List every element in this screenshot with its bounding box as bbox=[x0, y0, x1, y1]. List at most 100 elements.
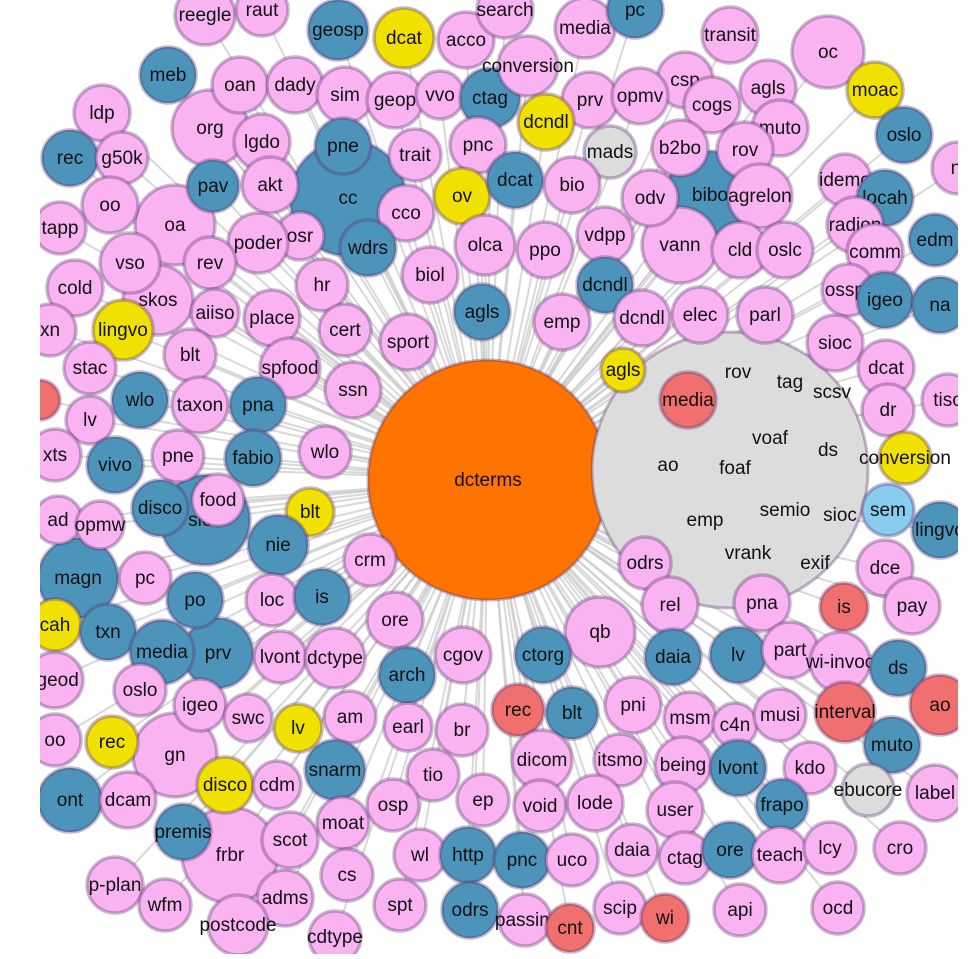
node bbox=[306, 0, 370, 62]
node-label: media bbox=[662, 390, 714, 411]
node-label: cogs bbox=[692, 95, 732, 116]
node bbox=[440, 880, 500, 940]
node bbox=[260, 810, 320, 870]
node bbox=[575, 255, 635, 315]
node-label: skos bbox=[138, 290, 177, 311]
node-label: vdpp bbox=[584, 225, 625, 246]
node bbox=[91, 298, 155, 362]
node-label: dcterms bbox=[454, 470, 522, 491]
node-label: txn bbox=[95, 622, 120, 643]
node-label: trait bbox=[399, 145, 431, 166]
node bbox=[790, 14, 866, 90]
node-label: cert bbox=[329, 320, 361, 341]
node-label: osp bbox=[378, 795, 409, 816]
node bbox=[72, 83, 132, 143]
node-label: blt bbox=[562, 703, 583, 724]
node-label: c4n bbox=[720, 715, 751, 736]
node bbox=[782, 740, 838, 796]
node bbox=[862, 715, 922, 775]
node bbox=[78, 602, 138, 662]
node-label: loc bbox=[260, 590, 284, 611]
node-label: interval bbox=[814, 702, 875, 723]
node-label: ebucore bbox=[834, 780, 903, 801]
node-label: meb bbox=[150, 65, 187, 86]
node-label: fabio bbox=[232, 448, 273, 469]
node bbox=[226, 211, 290, 275]
node bbox=[40, 302, 78, 358]
node bbox=[544, 832, 600, 888]
node-label: frapo bbox=[760, 795, 803, 816]
node-label: lv bbox=[291, 718, 305, 739]
node-label: rev bbox=[197, 253, 224, 274]
node bbox=[810, 880, 866, 936]
node-label: sem bbox=[870, 500, 906, 521]
node bbox=[872, 820, 928, 876]
node-label: wlo bbox=[125, 390, 155, 411]
node bbox=[603, 675, 663, 735]
node-label: oo bbox=[44, 730, 65, 751]
node bbox=[387, 127, 443, 183]
node-label: idemo bbox=[819, 170, 871, 191]
node-label: media bbox=[136, 642, 188, 663]
node-label: daia bbox=[655, 647, 691, 668]
node bbox=[755, 220, 815, 280]
node-label: dady bbox=[274, 75, 316, 96]
node bbox=[292, 567, 352, 627]
node bbox=[905, 763, 958, 823]
node-label: agls bbox=[751, 78, 786, 99]
node-label: muto bbox=[759, 118, 801, 139]
node bbox=[307, 909, 363, 954]
node bbox=[610, 66, 670, 126]
node-label: dr bbox=[880, 400, 898, 421]
node-label: igeo bbox=[182, 695, 218, 716]
node bbox=[138, 45, 198, 105]
node bbox=[251, 759, 303, 811]
node-label: ctorg bbox=[522, 645, 564, 666]
node-label: hr bbox=[314, 275, 332, 296]
node-label: sim bbox=[330, 85, 360, 106]
node-label: void bbox=[523, 796, 558, 817]
node-label: ctag bbox=[472, 88, 508, 109]
node bbox=[223, 428, 283, 488]
node bbox=[868, 638, 928, 698]
node-label: wi bbox=[655, 908, 674, 929]
node-label: oslo bbox=[887, 125, 922, 146]
node-label: wdrs bbox=[347, 238, 388, 259]
node-label: emp bbox=[544, 312, 581, 333]
node-label: ni bbox=[951, 158, 966, 179]
node-label: ov bbox=[452, 186, 473, 207]
node-label: edm bbox=[917, 230, 954, 251]
node-label: qb bbox=[589, 622, 610, 643]
node-label: search bbox=[476, 0, 533, 21]
node bbox=[475, 0, 535, 40]
node bbox=[400, 245, 460, 305]
node-label: oslc bbox=[768, 240, 802, 261]
node-label: ont bbox=[57, 790, 84, 811]
node-label: teach bbox=[757, 845, 803, 866]
node-label: sport bbox=[387, 332, 430, 353]
node-label: vivo bbox=[98, 455, 132, 476]
node-label: scsv bbox=[813, 382, 852, 403]
node bbox=[735, 285, 795, 345]
node bbox=[117, 550, 173, 606]
node bbox=[532, 292, 592, 352]
node-label: ppo bbox=[529, 240, 561, 261]
node-label: conversion bbox=[859, 448, 951, 469]
node-label: oo bbox=[99, 195, 120, 216]
node bbox=[930, 140, 958, 196]
node-label: premis bbox=[154, 822, 211, 843]
node-label: wi-invoc bbox=[805, 652, 875, 673]
node bbox=[130, 478, 190, 538]
node-label: odrs bbox=[452, 900, 489, 921]
node-label: conversion bbox=[482, 56, 574, 77]
node-label: dcndl bbox=[619, 308, 664, 329]
node-label: ore bbox=[716, 840, 743, 861]
node bbox=[170, 375, 230, 435]
node-label: muto bbox=[871, 735, 913, 756]
node-label: ds bbox=[888, 658, 908, 679]
node-label: oa bbox=[164, 215, 186, 236]
node-label: tapp bbox=[42, 218, 79, 239]
node bbox=[173, 0, 237, 47]
node-label: poder bbox=[234, 233, 283, 254]
node bbox=[433, 625, 493, 685]
